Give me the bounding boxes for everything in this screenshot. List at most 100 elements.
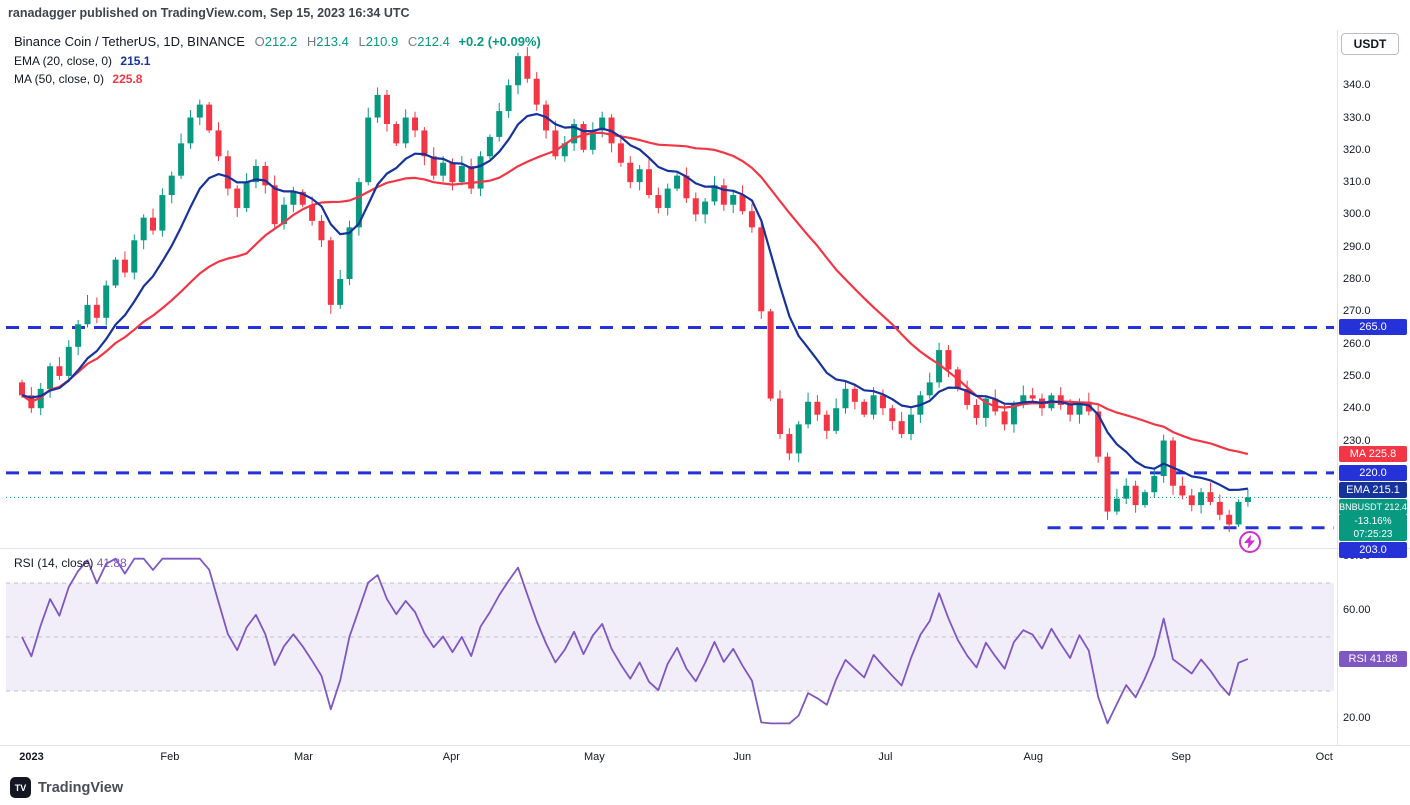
candle-body [121,259,128,273]
candle-body [56,366,63,376]
ma-legend-label: MA (50, close, 0) [14,72,105,86]
price-tick-label: 310.0 [1343,176,1371,189]
rsi-line [21,557,1249,725]
candle-body [281,204,288,225]
candle-body [795,424,802,454]
lightning-idea-marker[interactable] [1239,531,1262,554]
candle-body [243,182,250,208]
candle-body [1198,492,1205,506]
time-tick-label: Feb [160,751,180,763]
rsi-legend-row[interactable]: RSI (14, close) 41.88 [14,556,127,570]
candle-body [833,408,840,431]
candle-body [1010,404,1017,425]
candle-body [468,165,475,189]
candle-body [1076,401,1083,415]
lightning-icon [1244,535,1256,550]
candle-body [505,85,512,112]
candle-body [1151,476,1158,493]
candle-body [383,94,390,124]
candle-body [655,195,662,208]
candle-body [889,408,896,422]
candle-body [879,395,886,409]
tradingview-logo-icon[interactable]: TV [10,777,31,798]
rsi-tick-label: 20.00 [1343,712,1371,724]
candle-body [477,156,484,189]
candle-body [1188,495,1195,506]
candle-body [159,195,166,231]
candle-body [1216,501,1223,515]
candle-body [93,304,100,318]
candle-body [870,395,877,415]
price-tick-label: 320.0 [1343,143,1371,156]
candle-body [309,204,316,221]
candle-body [851,388,858,402]
candle-body [187,117,194,144]
candle-body [449,162,456,183]
ema-legend-value: 215.1 [120,54,151,68]
candle-body [430,156,437,176]
ema-legend-row[interactable]: EMA (20, close, 0) 215.1 [14,54,150,68]
candle-body [1170,440,1177,486]
candle-body [1067,404,1074,415]
price-axis-divider [1337,30,1338,745]
ema-legend-label: EMA (20, close, 0) [14,54,113,68]
tradingview-brand-link[interactable]: TradingView [38,780,124,796]
time-tick-label: Jul [878,751,893,763]
candle-body [692,198,699,215]
candle-body [982,398,989,418]
publish-attribution: ranadagger published on TradingView.com,… [8,6,410,20]
candle-body [964,388,971,405]
high-value: 213.4 [316,34,349,49]
candle-body [683,175,690,199]
candle-body [599,117,606,131]
price-tick-label: 270.0 [1343,305,1371,318]
candle-body [84,304,91,325]
candle-body [196,104,203,118]
candle-body [861,401,868,415]
candle-body [1179,485,1186,496]
open-value: 212.2 [264,34,298,49]
price-tick-label: 230.0 [1343,434,1371,447]
candle-body [711,185,718,202]
time-tick-label: May [584,751,605,763]
low-value: 210.9 [365,34,399,49]
candle-body [1113,498,1120,512]
rsi-tick-label: 60.00 [1343,604,1371,616]
time-axis-divider [0,745,1410,746]
candle-body [252,165,259,183]
candle-body [627,162,634,183]
candle-body [215,130,222,157]
currency-toggle-button[interactable]: USDT [1341,33,1399,55]
symbol-legend-row[interactable]: Binance Coin / TetherUS, 1D, BINANCE O21… [14,34,541,49]
price-tick-label: 260.0 [1343,337,1371,350]
candle-body [47,366,54,389]
candle-body [140,217,147,241]
candle-body [748,211,755,228]
candle-body [571,123,578,144]
candle-body [206,104,213,131]
axis-badge-level-265: 265.0 [1339,319,1407,336]
candle-body [730,195,737,205]
axis-badge-level-203: 203.0 [1339,541,1407,558]
candle-body [486,136,493,157]
candle-body [290,191,297,205]
time-tick-label: Mar [293,751,313,763]
rsi-pane-divider [0,548,1410,549]
price-tick-label: 290.0 [1343,240,1371,253]
candle-body [1123,485,1130,499]
candle-body [402,117,409,144]
time-tick-label: Aug [1023,751,1044,763]
candle-body [496,111,503,137]
candle-body [533,78,540,105]
rsi-legend-label: RSI (14, close) [14,556,94,570]
candle-body [337,279,344,305]
candle-body [636,169,643,183]
candle-body [945,350,952,370]
candle-body [1244,497,1251,502]
candle-body [1095,411,1102,457]
candle-body [103,285,110,318]
ma-legend-row[interactable]: MA (50, close, 0) 225.8 [14,72,142,86]
close-value: 212.4 [417,34,450,49]
price-tick-label: 300.0 [1343,208,1371,221]
